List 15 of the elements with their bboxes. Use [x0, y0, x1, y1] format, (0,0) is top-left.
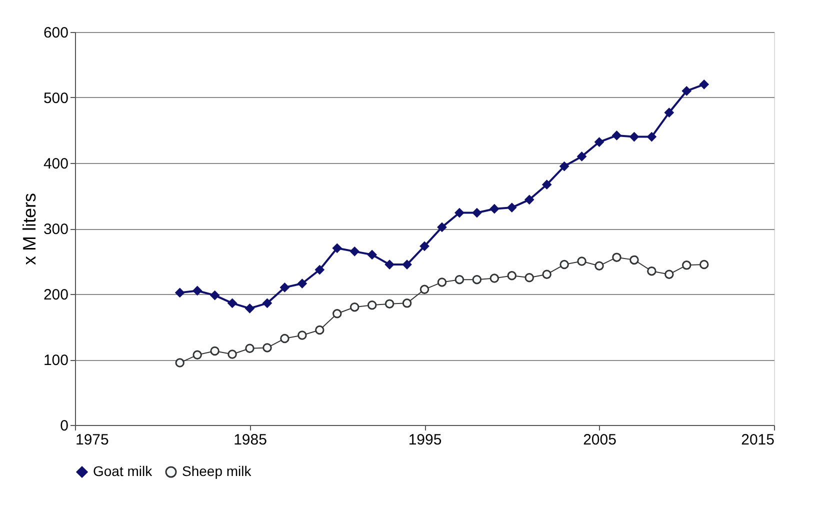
- y-tick-label: 500: [43, 90, 68, 107]
- x-tick-label: 1995: [408, 432, 442, 448]
- x-tick-label: 1985: [234, 432, 267, 448]
- x-tick-label: 1975: [76, 432, 109, 448]
- x-tick-label: 2005: [583, 432, 616, 448]
- y-tick-label: 600: [43, 24, 68, 42]
- y-tick-label: 400: [43, 156, 68, 172]
- legend-label: Goat milk: [93, 463, 154, 479]
- x-tick-label: 2015: [741, 432, 774, 448]
- y-tick-label: 200: [43, 286, 68, 304]
- y-tick-label: 0: [60, 418, 68, 434]
- y-axis-title: x M liters: [19, 193, 40, 265]
- y-tick-label: 300: [43, 221, 68, 238]
- y-tick-label: 100: [43, 352, 68, 369]
- legend-label: Sheep milk: [182, 463, 252, 479]
